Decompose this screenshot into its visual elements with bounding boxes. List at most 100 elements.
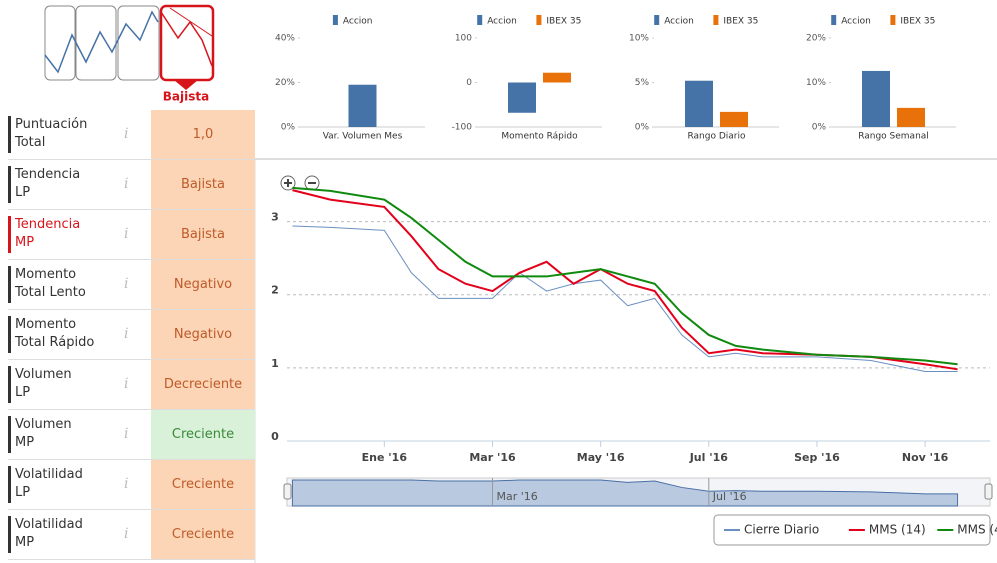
label-line: MP	[15, 435, 35, 450]
y-tick-label: 40%	[275, 34, 295, 44]
bar	[685, 80, 713, 127]
y-tick-label: 0%	[635, 123, 650, 133]
row-value: Decreciente	[151, 360, 255, 409]
label-line: Tendencia	[15, 167, 81, 182]
legend-swatch	[654, 15, 660, 25]
legend-swatch	[332, 15, 338, 25]
y-tick-label: 2	[271, 284, 279, 297]
y-tick-label: 10%	[629, 34, 649, 44]
y-tick-label: 1	[271, 357, 279, 370]
legend-swatch	[831, 15, 837, 25]
y-tick-label: 20%	[275, 78, 295, 88]
x-tick-label: Mar '16	[469, 451, 516, 464]
y-tick-label: 0%	[812, 123, 827, 133]
label-line: MP	[15, 535, 35, 550]
legend-label: Accion	[841, 17, 871, 27]
zoom-in-icon	[284, 179, 292, 187]
bar	[897, 107, 925, 127]
legend-label: MMS (14)	[869, 523, 926, 537]
row-label: Volumen LP	[8, 366, 72, 403]
icon-line	[160, 11, 213, 67]
score-row: Volatilidad LP i Creciente	[8, 460, 255, 510]
icon-line	[44, 10, 159, 74]
series-line	[292, 186, 958, 366]
x-tick-label: Jul '16	[689, 451, 729, 464]
row-value: Bajista	[151, 210, 255, 259]
x-axis-label: Rango Semanal	[858, 132, 929, 142]
row-label: Momento Total Rápido	[8, 316, 94, 353]
legend-swatch	[477, 15, 483, 25]
legend-swatch	[536, 15, 542, 25]
label-line: Volumen	[15, 417, 72, 432]
navigator-label: Jul '16	[712, 490, 747, 503]
legend-label: Accion	[664, 17, 694, 27]
label-line: Volatilidad	[15, 517, 83, 532]
y-tick-label: 5%	[635, 78, 650, 88]
navigator-area	[291, 479, 959, 507]
legend-swatch	[890, 15, 896, 25]
y-tick-label: -100	[452, 123, 473, 133]
info-icon[interactable]: i	[124, 326, 129, 342]
icon-box	[44, 5, 76, 81]
row-value: Negativo	[151, 260, 255, 309]
bar	[720, 111, 748, 127]
row-label: Volatilidad MP	[8, 516, 83, 553]
info-icon[interactable]: i	[124, 526, 129, 542]
label-line: Total Rápido	[15, 335, 95, 350]
row-value: Creciente	[151, 510, 255, 559]
label-line: LP	[15, 385, 31, 400]
info-icon[interactable]: i	[124, 376, 129, 392]
row-label: Puntuación Total	[8, 116, 87, 153]
score-row: Volatilidad MP i Creciente	[8, 510, 255, 560]
indicator-label: Bajista	[163, 90, 209, 104]
label-line: LP	[15, 185, 31, 200]
row-label: Tendencia LP	[8, 166, 80, 203]
score-row: Momento Total Lento i Negativo	[8, 260, 255, 310]
info-icon[interactable]: i	[124, 476, 129, 492]
x-axis-label: Var. Volumen Mes	[323, 132, 403, 142]
legend-label: Cierre Diario	[744, 523, 819, 537]
info-icon[interactable]: i	[124, 126, 129, 142]
bar	[348, 84, 377, 127]
navigator-handle[interactable]	[283, 483, 292, 500]
legend-label: IBEX 35	[723, 17, 758, 27]
y-tick-label: 0	[271, 430, 279, 443]
info-icon[interactable]: i	[124, 176, 129, 192]
y-tick-label: 0	[466, 78, 472, 88]
icon-pointer	[174, 80, 198, 90]
x-axis-label: Rango Diario	[687, 132, 746, 142]
info-icon[interactable]: i	[124, 426, 129, 442]
y-tick-label: 3	[271, 211, 279, 224]
label-line: Total Lento	[15, 285, 86, 300]
score-row: Puntuación Total i 1,0	[8, 110, 255, 160]
x-tick-label: Sep '16	[794, 451, 840, 464]
row-label: Momento Total Lento	[8, 266, 86, 303]
row-value: Bajista	[151, 160, 255, 209]
legend-label: IBEX 35	[546, 17, 581, 27]
legend-label: Accion	[487, 17, 517, 27]
row-value: Negativo	[151, 310, 255, 359]
bar	[543, 72, 571, 83]
label-line: MP	[15, 235, 35, 250]
row-value: Creciente	[151, 460, 255, 509]
icon-box	[117, 5, 160, 81]
bar	[862, 70, 890, 127]
info-icon[interactable]: i	[124, 276, 129, 292]
row-value: 1,0	[151, 110, 255, 159]
y-tick-label: 10%	[806, 78, 826, 88]
label-line: Volatilidad	[15, 467, 83, 482]
x-tick-label: Ene '16	[362, 451, 408, 464]
info-icon[interactable]: i	[124, 226, 129, 242]
icon-box	[75, 5, 117, 81]
y-tick-label: 20%	[806, 34, 826, 44]
navigator-label: Mar '16	[496, 490, 537, 503]
x-tick-label: May '16	[577, 451, 625, 464]
navigator-handle[interactable]	[984, 483, 993, 500]
legend-label: MMS (40)	[957, 523, 997, 537]
label-line: Puntuación	[15, 117, 88, 132]
label-line: Tendencia	[15, 217, 81, 232]
y-tick-label: 100	[455, 34, 472, 44]
icon-box-active	[159, 4, 215, 82]
